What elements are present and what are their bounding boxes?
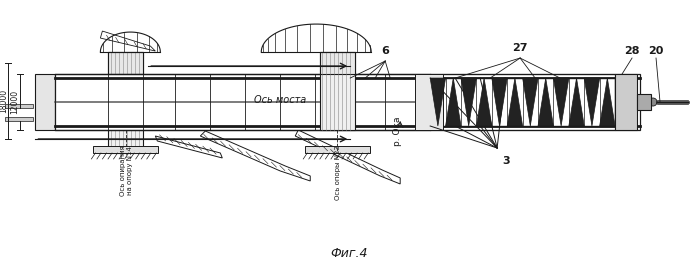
- Text: 6: 6: [381, 46, 389, 56]
- Bar: [415, 74, 443, 130]
- Polygon shape: [584, 78, 600, 126]
- Polygon shape: [461, 78, 477, 126]
- Circle shape: [649, 98, 657, 106]
- Text: 27: 27: [512, 43, 528, 53]
- Text: Ось опоры N23: Ось опоры N23: [335, 145, 341, 200]
- Text: р. Ока: р. Ока: [393, 116, 401, 146]
- Text: 12000: 12000: [10, 90, 19, 114]
- Bar: [94, 146, 158, 153]
- Bar: [6, 104, 34, 108]
- Polygon shape: [430, 78, 445, 126]
- Polygon shape: [492, 78, 507, 126]
- Bar: [320, 52, 355, 130]
- Bar: [305, 146, 370, 153]
- Text: Фиг.4: Фиг.4: [330, 247, 368, 260]
- Bar: [108, 52, 143, 153]
- Polygon shape: [523, 78, 538, 126]
- Bar: [430, 78, 615, 126]
- Bar: [320, 52, 355, 74]
- Polygon shape: [538, 78, 554, 126]
- Bar: [637, 94, 651, 110]
- Text: Ось опирания
на опору N14: Ось опирания на опору N14: [120, 145, 133, 196]
- Polygon shape: [569, 78, 584, 126]
- Text: 3: 3: [502, 156, 510, 166]
- Text: 18000: 18000: [0, 89, 8, 113]
- Polygon shape: [600, 78, 615, 126]
- Bar: [108, 52, 143, 74]
- Bar: [430, 74, 615, 130]
- Bar: [55, 74, 640, 130]
- Polygon shape: [507, 78, 523, 126]
- Polygon shape: [554, 78, 569, 126]
- Polygon shape: [477, 78, 492, 126]
- Text: 28: 28: [624, 46, 640, 56]
- Polygon shape: [445, 78, 461, 126]
- Bar: [615, 74, 637, 130]
- Text: 20: 20: [648, 46, 664, 56]
- Bar: [6, 117, 34, 121]
- Bar: [36, 74, 55, 130]
- Text: Ось моста: Ось моста: [254, 95, 306, 105]
